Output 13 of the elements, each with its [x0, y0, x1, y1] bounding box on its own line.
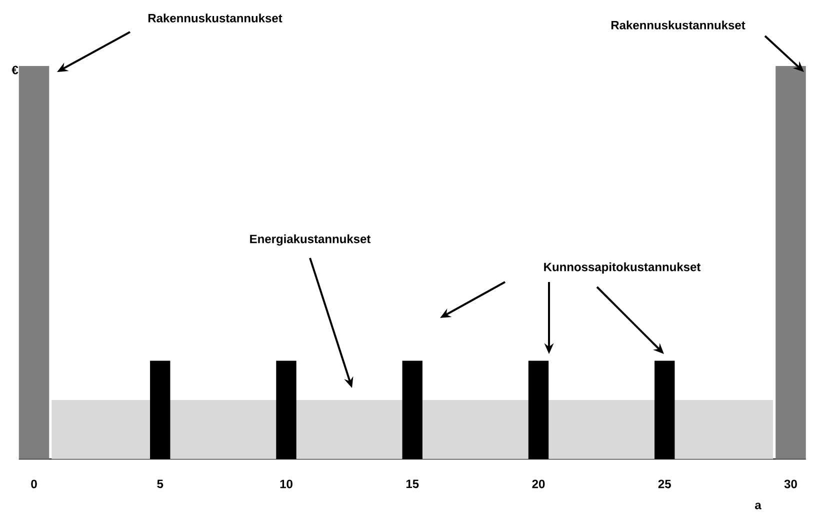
- y-axis-title: €: [12, 66, 18, 74]
- x-tick-label: 20: [532, 480, 545, 488]
- annotation: Kunnossapitokustannukset: [544, 262, 701, 274]
- x-axis-title: a: [755, 502, 762, 510]
- text: Rakennuskustannukset: [611, 20, 746, 30]
- x-tick-label: 5: [157, 480, 164, 488]
- text: Rakennuskustannukset: [148, 14, 282, 22]
- x-tick-label: 0: [31, 480, 37, 488]
- x-tick-label: 10: [280, 480, 292, 488]
- x-tick-label: 25: [658, 480, 671, 488]
- x-tick-label: 15: [406, 480, 419, 488]
- annotation: Energiakustannukset: [250, 234, 371, 246]
- x-tick-label: 30: [784, 480, 797, 488]
